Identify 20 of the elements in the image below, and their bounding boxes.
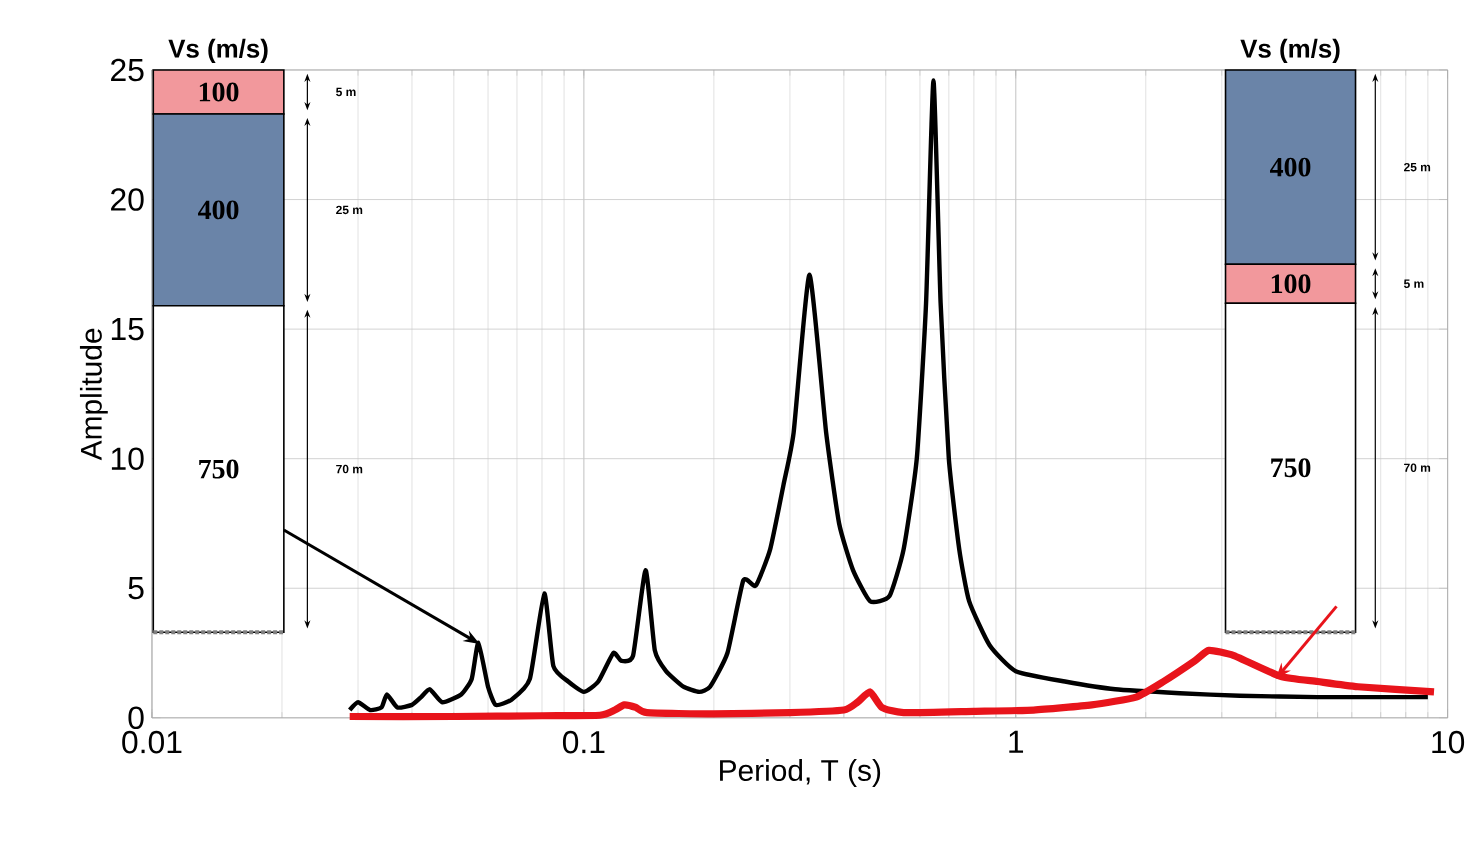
annotation: 750 [1271, 458, 1311, 478]
x-tick-label: 10 [1432, 730, 1465, 754]
y-tick-label: 5 [128, 577, 144, 600]
annotation: 100 [1271, 274, 1311, 294]
y-axis-title: Amplitude [79, 328, 108, 461]
y-tick-label: 0 [128, 706, 144, 730]
text: Vs (m/s) [1240, 38, 1340, 64]
annotation: 400 [1270, 157, 1311, 177]
text: Vs (m/s) [168, 38, 268, 64]
x-tick-label: 1 [1009, 730, 1024, 753]
y-tick-label: 20 [111, 188, 144, 211]
y-tick-label: 15 [111, 318, 144, 341]
annotation: 100 [199, 82, 239, 102]
annotation: 400 [198, 200, 239, 220]
y-tick-label: 25 [111, 58, 144, 82]
x-tick-label: 0.1 [562, 730, 605, 754]
annotation: 750 [199, 459, 239, 479]
x-tick-label: 0.01 [122, 730, 182, 754]
x-axis-title: Period, T (s) [720, 759, 881, 788]
y-tick-label: 10 [111, 447, 144, 471]
